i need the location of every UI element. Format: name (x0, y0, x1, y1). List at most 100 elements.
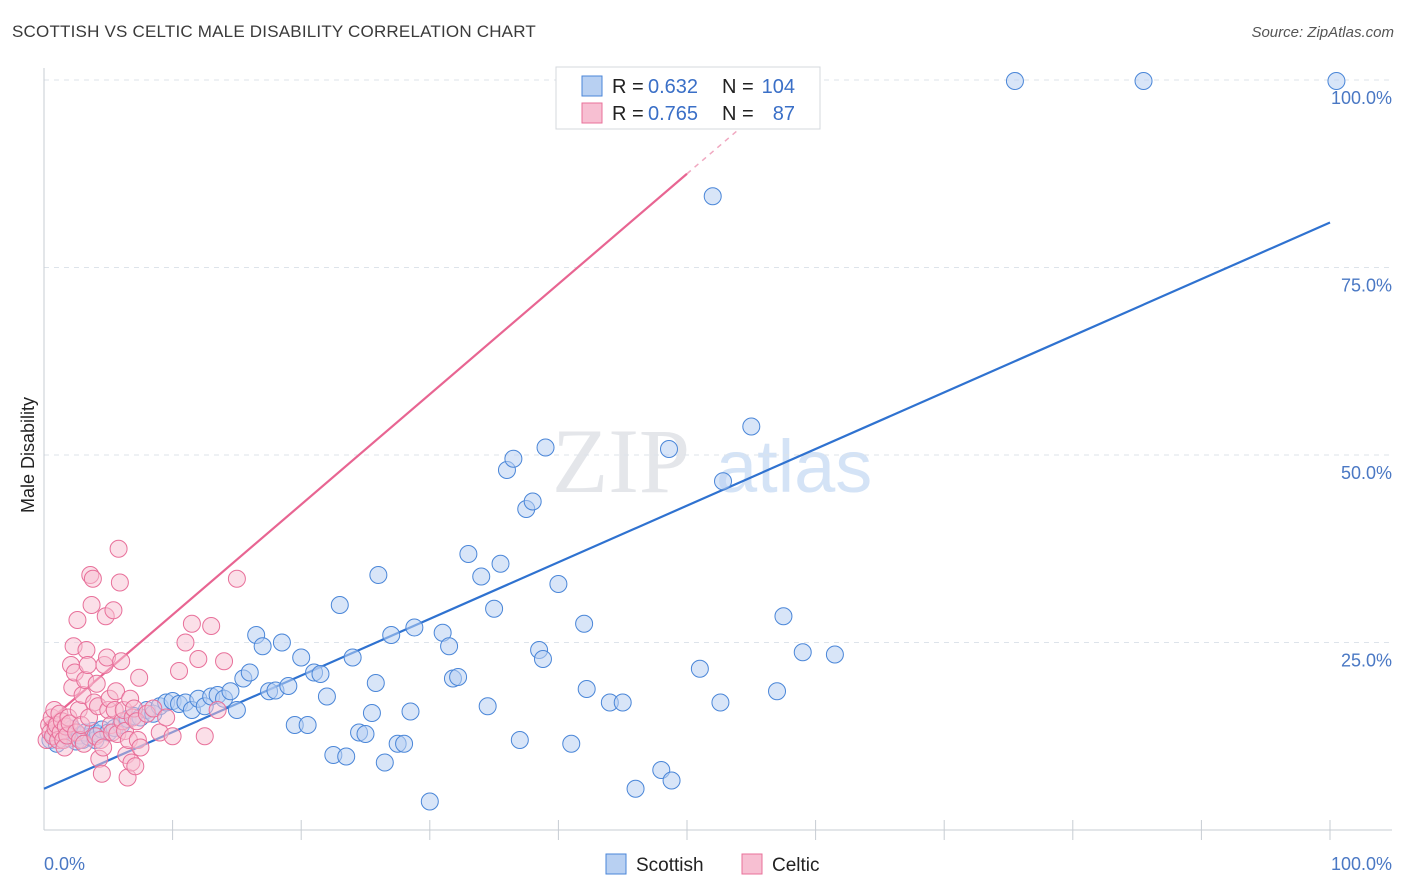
scottish-point (1134, 72, 1153, 90)
scottish-point (485, 599, 504, 618)
scottish-point (440, 637, 459, 656)
y-tick-label: 75.0% (1341, 276, 1392, 296)
scottish-point (459, 545, 478, 563)
scottish-point (369, 566, 388, 584)
scottish-point (382, 626, 401, 644)
scottish-point (337, 747, 356, 766)
scottish-points (41, 72, 1346, 811)
celtic-point (227, 569, 246, 588)
legend-swatch-scottish (581, 75, 603, 97)
celtic-point (182, 614, 201, 633)
scottish-point (1327, 72, 1346, 90)
celtic-point (189, 650, 208, 668)
scottish-point (575, 614, 594, 633)
scottish-point (714, 472, 733, 491)
scottish-point (491, 554, 510, 573)
legend-n-value-scottish: 104 (762, 76, 795, 98)
scottish-point (793, 643, 812, 662)
legend-n-label-celtic: N = (722, 103, 754, 125)
celtic-point (131, 738, 150, 757)
scottish-point (472, 567, 491, 586)
bottom-legend-swatch-celtic (741, 853, 763, 875)
celtic-points (37, 539, 246, 787)
y-tick-label: 25.0% (1341, 651, 1392, 671)
y-tick-label: 100.0% (1331, 88, 1392, 108)
celtic-point (157, 708, 176, 727)
scottish-point (272, 633, 291, 652)
bottom-legend: Scottish Celtic (605, 853, 820, 876)
celtic-point (83, 569, 102, 588)
celtic-point (109, 539, 128, 558)
celtic-point (110, 573, 129, 592)
celtic-point (82, 596, 101, 614)
legend-r-label-scottish: R = (612, 76, 644, 98)
source-label: Source: ZipAtlas.com (1251, 24, 1394, 41)
y-tick-label: 50.0% (1341, 463, 1392, 483)
watermark-atlas: atlas (716, 425, 872, 508)
celtic-point (112, 652, 131, 671)
scottish-point (478, 697, 497, 716)
x-ticks (172, 820, 1331, 840)
scottish-point (311, 665, 330, 683)
celtic-point (195, 727, 214, 746)
celtic-point (176, 633, 195, 652)
scottish-point (395, 734, 414, 753)
celtic-point (78, 656, 97, 674)
legend-r-label-celtic: R = (612, 103, 644, 125)
chart-title: SCOTTISH VS CELTIC MALE DISABILITY CORRE… (12, 22, 536, 41)
scottish-point (523, 492, 542, 511)
scottish-point (221, 682, 240, 701)
scottish-point (356, 725, 375, 743)
scottish-point (1005, 72, 1024, 90)
celtic-trend-line (43, 172, 688, 726)
y-tick-labels: 25.0% 50.0% 75.0% 100.0% (1331, 88, 1392, 671)
celtic-point (77, 641, 96, 659)
celtic-point (144, 699, 163, 718)
scottish-point (536, 438, 555, 457)
celtic-point (202, 617, 221, 635)
x-tick-label-min: 0.0% (44, 854, 85, 874)
scottish-point (659, 440, 678, 458)
y-axis-label: Male Disability (18, 397, 38, 513)
celtic-point (215, 652, 234, 671)
watermark-zip: ZIP (552, 410, 690, 512)
scottish-point (420, 792, 439, 811)
scottish-point (662, 771, 681, 790)
scottish-point (690, 659, 709, 678)
bottom-legend-label-celtic: Celtic (772, 855, 820, 876)
bottom-legend-swatch-scottish (605, 853, 627, 875)
scottish-point (292, 648, 311, 667)
scottish-point (510, 731, 529, 749)
scottish-point (613, 693, 632, 712)
celtic-point (92, 764, 111, 783)
scottish-point (405, 618, 424, 637)
celtic-point (170, 662, 189, 680)
scottish-point (279, 677, 298, 695)
celtic-point (87, 674, 106, 693)
celtic-point (126, 757, 145, 776)
scottish-point (317, 687, 336, 706)
scottish-point (343, 648, 362, 667)
scottish-point (375, 753, 394, 772)
legend-r-value-scottish: 0.632 (648, 76, 698, 98)
scottish-point (504, 449, 523, 468)
celtic-point (68, 611, 87, 629)
grid-lines (44, 79, 1392, 643)
scottish-point (366, 674, 385, 692)
scottish-point (253, 637, 272, 656)
x-tick-label-max: 100.0% (1331, 854, 1392, 874)
scottish-point (533, 650, 552, 668)
scottish-point (768, 682, 787, 701)
scottish-point (401, 702, 420, 721)
legend-n-value-celtic: 87 (773, 103, 795, 125)
scottish-point (449, 668, 468, 686)
celtic-point (94, 738, 113, 757)
scottish-point (703, 187, 722, 206)
celtic-point (208, 701, 227, 719)
scottish-point (330, 596, 349, 614)
scottish-point (774, 607, 793, 626)
scottish-point (577, 680, 596, 698)
legend-n-label-scottish: N = (722, 76, 754, 98)
scottish-trend-line (43, 221, 1331, 790)
